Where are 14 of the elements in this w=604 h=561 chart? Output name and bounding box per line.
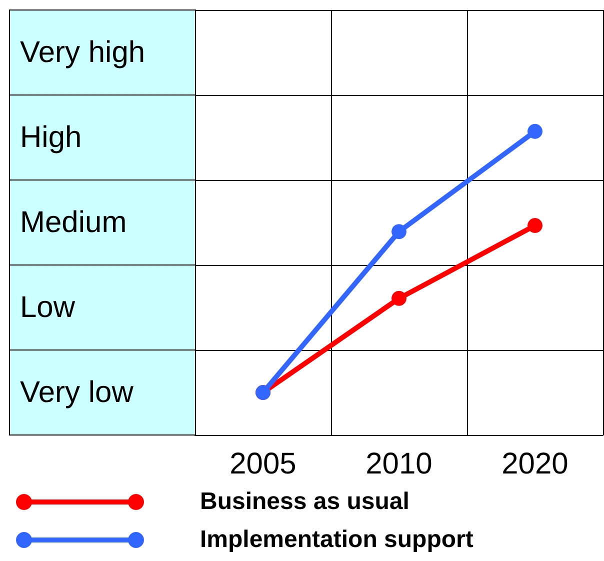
legend-label: Business as usual (200, 488, 410, 516)
point (392, 224, 406, 240)
category-label: Medium (20, 206, 127, 239)
point (528, 124, 542, 139)
category-label: Very low (20, 376, 134, 409)
legend-label: Implementation support (200, 526, 474, 554)
x-tick-label: 2020 (502, 448, 568, 480)
x-tick-label: 2005 (230, 448, 296, 480)
point (528, 218, 542, 234)
category-label: High (20, 121, 82, 154)
point (392, 290, 406, 306)
category-label: Very high (20, 36, 146, 69)
category-label: Low (20, 291, 76, 324)
x-tick-label: 2010 (366, 448, 432, 480)
